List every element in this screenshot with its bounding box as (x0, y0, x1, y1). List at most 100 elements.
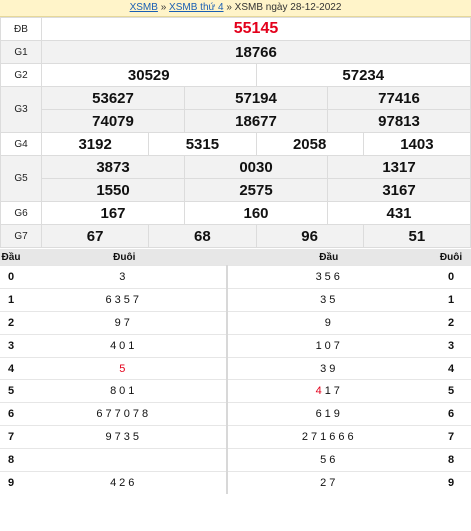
head-digits: 356 (226, 265, 431, 289)
prize-label: G7 (0, 224, 42, 248)
prize-label: G3 (0, 86, 42, 133)
head-digit: 7 (0, 425, 22, 449)
prize-value: 67 (40, 224, 150, 248)
head-digits: 271666 (226, 425, 431, 449)
table-row: 8 56 8 (0, 448, 471, 472)
tail-digits: 426 (22, 471, 228, 494)
tail-digit: 0 (431, 265, 471, 289)
prize-row-g5b: 1550 2575 3167 (1, 178, 471, 202)
tail-digits: 677078 (22, 402, 228, 426)
prize-value: 160 (184, 201, 328, 225)
tail-digit: 8 (431, 448, 471, 472)
head-digits: 9 (226, 310, 431, 335)
head-digit: 0 (0, 265, 22, 289)
head-digit: 9 (0, 471, 22, 494)
head-digit: 3 (0, 333, 22, 358)
breadcrumb: XSMB » XSMB thứ 4 » XSMB ngày 28-12-2022 (0, 0, 471, 17)
prize-value: 3192 (40, 132, 150, 156)
prize-value: 18677 (184, 109, 328, 133)
prize-value: 96 (255, 224, 364, 248)
tail-digits: 9735 (22, 425, 228, 449)
head-digits: 39 (226, 356, 431, 380)
prize-value: 53627 (41, 86, 185, 110)
prize-row-g6: G6 167 160 431 (0, 201, 471, 225)
head-digits: 27 (226, 471, 431, 494)
breadcrumb-xsmb-thu4-link[interactable]: XSMB thứ 4 (169, 2, 224, 13)
header-duoi-right: Đuôi (431, 249, 471, 266)
head-digit: 2 (0, 310, 22, 335)
prize-row-g4: G4 3192 5315 2058 1403 (0, 132, 471, 156)
prize-row-g2: G2 30529 57234 (0, 63, 471, 87)
prize-value: 3873 (41, 155, 185, 179)
breadcrumb-current: XSMB ngày 28-12-2022 (234, 2, 342, 13)
prize-label: G5 (0, 155, 42, 202)
table-row: 3 401 107 3 (0, 333, 471, 358)
prize-value: 18766 (41, 40, 471, 64)
tail-digits: 97 (22, 310, 228, 335)
tail-digit: 3 (431, 333, 471, 358)
header-duoi: Đuôi (22, 249, 227, 266)
tail-digit: 6 (431, 402, 471, 426)
tail-digit: 7 (431, 425, 471, 449)
prize-value: 57234 (255, 63, 471, 87)
head-digits: 417 (226, 379, 431, 403)
prize-label: G1 (0, 40, 42, 64)
header-dau-right: Đầu (226, 249, 431, 266)
head-tail-header-row: Đầu Đuôi Đầu Đuôi (0, 249, 471, 266)
tail-digit: 5 (431, 379, 471, 403)
prize-value: 1550 (41, 178, 185, 202)
prize-row-g5: G5 3873 0030 1317 (0, 155, 471, 202)
prize-value: 1403 (362, 132, 471, 156)
head-tail-table: Đầu Đuôi Đầu Đuôi 0 3 356 0 1 6357 35 1 2 97 9 2 3 40… (0, 249, 471, 494)
head-digit: 4 (0, 356, 22, 380)
head-digit: 1 (0, 287, 22, 312)
prize-value: 0030 (184, 155, 328, 179)
prize-label: G6 (0, 201, 42, 225)
breadcrumb-xsmb-link[interactable]: XSMB (129, 2, 158, 13)
tail-digit: 1 (431, 287, 471, 312)
breadcrumb-separator: » (160, 2, 167, 13)
tail-digits: 5 (22, 356, 228, 380)
prize-value: 77416 (327, 86, 471, 110)
prize-value: 51 (362, 224, 471, 248)
prize-row-g3: G3 53627 57194 77416 (0, 86, 471, 133)
prize-row-g1: G1 18766 (0, 40, 471, 64)
prize-value: 5315 (148, 132, 257, 156)
table-row: 7 9735 271666 7 (0, 425, 471, 449)
tail-digit: 9 (431, 471, 471, 494)
prize-value: 74079 (41, 109, 185, 133)
table-row: 6 677078 619 6 (0, 402, 471, 426)
prize-label: G2 (0, 63, 42, 87)
prize-row-g3b: 74079 18677 97813 (1, 109, 471, 133)
prize-value: 68 (148, 224, 257, 248)
prize-label: G4 (0, 132, 42, 156)
tail-digits: 6357 (22, 287, 228, 312)
table-row: 2 97 9 2 (0, 310, 471, 335)
special-digit: 4 (315, 385, 325, 398)
tail-digits (22, 448, 228, 472)
tail-digit: 2 (431, 310, 471, 335)
head-digit: 5 (0, 379, 22, 403)
tail-digit: 4 (431, 356, 471, 380)
head-digit: 6 (0, 402, 22, 426)
prize-value: 97813 (327, 109, 471, 133)
prize-table: ĐB 55145 G1 18766 G2 30529 57234 G3 5362… (0, 17, 471, 248)
prize-value: 167 (41, 201, 185, 225)
prize-value: 57194 (184, 86, 328, 110)
head-digits: 56 (226, 448, 431, 472)
header-dau: Đầu (0, 249, 22, 266)
special-digit: 5 (119, 362, 129, 375)
prize-value: 431 (327, 201, 471, 225)
prize-row-g7: G7 67 68 96 51 (0, 224, 471, 248)
prize-value: 3167 (327, 178, 471, 202)
head-digits: 35 (226, 287, 431, 312)
table-row: 0 3 356 0 (0, 265, 471, 289)
tail-digits: 801 (22, 379, 228, 403)
prize-value: 1317 (327, 155, 471, 179)
table-row: 5 801 417 5 (0, 379, 471, 403)
prize-value: 2575 (184, 178, 328, 202)
prize-row-db: ĐB 55145 (0, 17, 471, 41)
special-prize-value: 55145 (41, 17, 471, 41)
prize-label: ĐB (0, 17, 42, 41)
table-row: 9 426 27 9 (0, 471, 471, 494)
